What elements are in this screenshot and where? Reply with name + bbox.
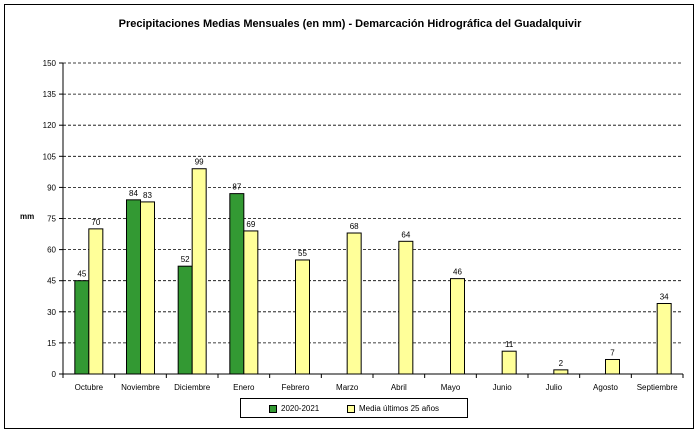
- bar-series-2: [553, 369, 569, 375]
- x-tick-label: Agosto: [593, 383, 618, 392]
- data-label: 52: [181, 255, 190, 264]
- data-label: 69: [246, 220, 255, 229]
- bar-series-2: [243, 230, 259, 375]
- data-label: 46: [453, 268, 462, 277]
- y-tick-label: 15: [47, 339, 56, 348]
- bar-series-2: [88, 228, 104, 375]
- legend-item-series-1: 2020-2021: [269, 404, 319, 413]
- bar-series-1: [126, 199, 141, 375]
- x-tick-label: Septiembre: [637, 383, 678, 392]
- x-tick-label: Julio: [546, 383, 563, 392]
- data-label: 2: [559, 359, 564, 368]
- legend-swatch-series-1: [269, 404, 277, 413]
- x-tick-label: Marzo: [336, 383, 359, 392]
- y-tick-label: 135: [43, 90, 57, 99]
- x-tick-label: Enero: [233, 383, 255, 392]
- data-label: 64: [401, 230, 410, 239]
- x-tick-label: Mayo: [441, 383, 461, 392]
- data-label: 99: [195, 158, 204, 167]
- bar-series-2: [295, 259, 310, 375]
- bar-series-2: [398, 240, 414, 375]
- chart-title: Precipitaciones Medias Mensuales (en mm)…: [118, 18, 582, 30]
- bar-series-1: [74, 280, 90, 375]
- data-label: 83: [143, 191, 152, 200]
- data-label: 70: [91, 218, 100, 227]
- bar-series-1: [177, 265, 193, 375]
- data-label: 7: [610, 348, 615, 357]
- y-tick-label: 45: [47, 277, 56, 286]
- bar-series-2: [656, 303, 672, 375]
- bar-series-1: [229, 193, 245, 375]
- x-tick-label: Febrero: [281, 383, 310, 392]
- data-label: 34: [660, 293, 669, 302]
- data-label: 84: [129, 189, 138, 198]
- y-tick-label: 105: [43, 152, 57, 161]
- y-tick-label: 90: [47, 183, 56, 192]
- data-label: 87: [232, 183, 241, 192]
- x-tick-label: Abril: [391, 383, 407, 392]
- legend-item-series-2: Media últimos 25 años: [347, 404, 439, 413]
- bar-series-2: [450, 278, 465, 375]
- bar-series-2: [605, 358, 620, 375]
- x-tick-label: Junio: [493, 383, 513, 392]
- y-tick-label: 75: [47, 215, 56, 224]
- y-tick-label: 60: [47, 246, 56, 255]
- data-label: 55: [298, 249, 307, 258]
- legend-swatch-series-2: [347, 404, 355, 413]
- y-tick-label: 150: [43, 59, 57, 68]
- y-tick-label: 30: [47, 308, 56, 317]
- bar-series-2: [191, 168, 207, 375]
- bar-series-2: [140, 201, 155, 375]
- legend: 2020-2021 Media últimos 25 años: [240, 398, 468, 418]
- bar-series-2: [501, 350, 517, 375]
- legend-label-series-2: Media últimos 25 años: [359, 404, 440, 413]
- y-axis-label: mm: [20, 212, 35, 221]
- data-label: 11: [505, 340, 514, 349]
- x-tick-label: Octubre: [75, 383, 104, 392]
- bar-series-2: [346, 232, 362, 375]
- y-tick-label: 120: [43, 121, 57, 130]
- y-tick-label: 0: [52, 370, 57, 379]
- x-tick-label: Noviembre: [121, 383, 160, 392]
- data-label: 45: [77, 270, 86, 279]
- legend-label-series-1: 2020-2021: [281, 404, 320, 413]
- x-tick-label: Diciembre: [174, 383, 211, 392]
- data-label: 68: [350, 222, 359, 231]
